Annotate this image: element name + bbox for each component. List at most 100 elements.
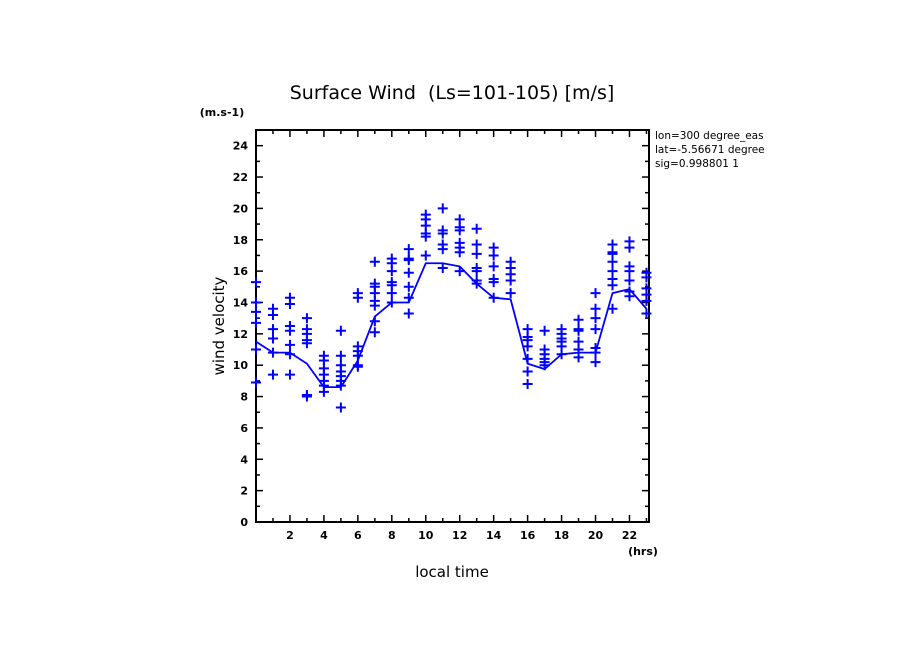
data-point <box>352 350 363 361</box>
data-point <box>386 297 397 308</box>
data-point <box>522 379 533 390</box>
data-point <box>386 288 397 299</box>
data-point <box>437 203 448 214</box>
data-point <box>369 316 380 327</box>
data-point <box>471 239 482 250</box>
data-point <box>471 223 482 234</box>
data-point <box>488 277 499 288</box>
data-point <box>454 225 465 236</box>
x-tick-label: 16 <box>520 529 536 542</box>
data-marks <box>251 203 652 413</box>
x-tick-label: 20 <box>588 529 604 542</box>
data-point <box>607 280 618 291</box>
x-unit-label: (hrs) <box>628 545 658 558</box>
data-point <box>251 297 261 308</box>
data-point <box>437 244 448 255</box>
data-point <box>386 266 397 277</box>
data-point <box>522 353 533 364</box>
data-point <box>420 250 431 261</box>
data-point <box>590 324 601 335</box>
data-point <box>590 303 601 314</box>
data-point <box>488 250 499 261</box>
data-point <box>437 228 448 239</box>
data-point <box>624 275 635 286</box>
data-point <box>454 247 465 258</box>
data-point <box>403 267 414 278</box>
x-tick-label: 18 <box>554 529 569 542</box>
data-point <box>251 317 261 328</box>
data-point <box>352 361 363 372</box>
data-point <box>251 306 261 317</box>
y-tick-label: 0 <box>240 516 248 529</box>
x-tick-label: 10 <box>418 529 434 542</box>
data-point <box>590 313 601 324</box>
data-point <box>251 277 261 288</box>
y-tick-label: 12 <box>233 328 248 341</box>
y-tick-label: 14 <box>233 296 249 309</box>
data-point <box>335 380 346 391</box>
data-point <box>641 295 652 306</box>
y-tick-label: 22 <box>233 171 248 184</box>
data-point <box>369 300 380 311</box>
data-point <box>624 266 635 277</box>
data-point <box>590 347 601 358</box>
data-point <box>352 292 363 303</box>
data-point <box>454 266 465 277</box>
data-point <box>284 299 295 310</box>
data-point <box>522 366 533 377</box>
x-tick-label: 8 <box>388 529 396 542</box>
data-point <box>471 248 482 259</box>
data-point <box>403 255 414 266</box>
data-point <box>505 275 516 286</box>
data-point <box>590 288 601 299</box>
x-tick-label: 6 <box>354 529 362 542</box>
data-point <box>607 303 618 314</box>
data-point <box>488 292 499 303</box>
chart-title: Surface Wind (Ls=101-105) [m/s] <box>290 82 615 104</box>
data-point <box>607 256 618 267</box>
annotation-sig: sig=0.998801 1 <box>655 158 739 170</box>
data-point <box>284 339 295 350</box>
y-tick-label: 6 <box>240 422 248 435</box>
annotation-lon: lon=300 degree_eas <box>655 130 764 142</box>
data-point <box>301 391 312 402</box>
data-point <box>301 313 312 324</box>
data-point <box>369 327 380 338</box>
annotation-clip <box>780 125 904 175</box>
data-point <box>437 262 448 273</box>
data-point <box>573 314 584 325</box>
x-tick-label: 2 <box>286 529 294 542</box>
data-point <box>556 349 567 360</box>
data-point <box>471 278 482 289</box>
data-point <box>267 369 278 380</box>
data-point <box>267 333 278 344</box>
data-point <box>267 310 278 321</box>
y-tick-label: 8 <box>240 391 248 404</box>
y-tick-label: 4 <box>240 453 248 466</box>
data-point <box>471 266 482 277</box>
plot-frame <box>255 129 650 523</box>
x-axis-label: local time <box>415 563 489 581</box>
data-point <box>403 292 414 303</box>
data-point <box>641 272 652 283</box>
data-point <box>573 325 584 336</box>
data-point <box>251 344 261 355</box>
data-point <box>301 338 312 349</box>
x-tick-label: 22 <box>622 529 637 542</box>
data-point <box>403 308 414 319</box>
data-point <box>403 244 414 255</box>
data-point <box>267 347 278 358</box>
y-tick-label: 2 <box>240 485 248 498</box>
data-point <box>488 261 499 272</box>
x-tick-label: 12 <box>452 529 467 542</box>
data-point <box>539 360 550 371</box>
y-tick-label: 18 <box>233 234 248 247</box>
data-point <box>624 291 635 302</box>
data-point <box>318 386 329 397</box>
data-point <box>641 308 652 319</box>
annotation-lat: lat=-5.56671 degree <box>655 144 765 156</box>
data-point <box>335 350 346 361</box>
data-point <box>284 369 295 380</box>
